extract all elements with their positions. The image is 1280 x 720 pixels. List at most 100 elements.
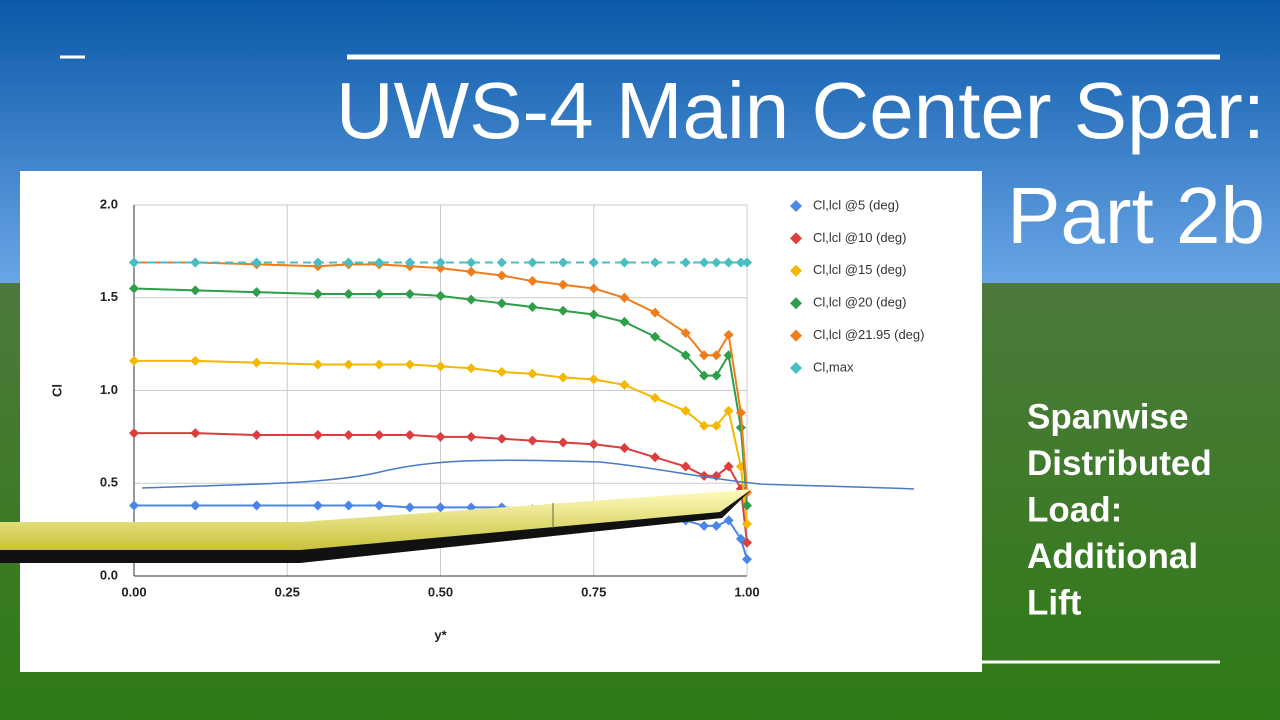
data-point bbox=[711, 370, 722, 381]
data-point bbox=[650, 307, 661, 318]
legend-marker bbox=[790, 264, 802, 277]
data-point bbox=[723, 515, 734, 526]
legend-label: Cl,lcl @21.95 (deg) bbox=[813, 327, 924, 342]
data-point bbox=[558, 257, 569, 268]
data-point bbox=[588, 374, 599, 385]
slide-title: UWS-4 Main Center Spar: bbox=[336, 66, 1265, 155]
data-point bbox=[435, 290, 446, 301]
data-point bbox=[129, 257, 139, 268]
legend-label: Cl,lcl @20 (deg) bbox=[813, 295, 906, 310]
data-point bbox=[742, 554, 752, 565]
data-point bbox=[466, 266, 477, 277]
data-point bbox=[699, 420, 710, 431]
data-point bbox=[435, 431, 446, 442]
data-point bbox=[558, 279, 569, 290]
data-point bbox=[619, 292, 630, 303]
data-point bbox=[558, 437, 569, 448]
legend-marker bbox=[790, 329, 802, 342]
data-point bbox=[699, 350, 710, 361]
data-point bbox=[404, 359, 415, 370]
side-text-line: Spanwise bbox=[1027, 397, 1188, 436]
data-point bbox=[735, 422, 746, 433]
data-point bbox=[619, 379, 630, 390]
data-point bbox=[650, 331, 661, 342]
data-point bbox=[343, 289, 354, 300]
x-tick-label: 0.75 bbox=[581, 584, 606, 599]
data-point bbox=[129, 355, 139, 366]
y-tick-label: 0.5 bbox=[100, 475, 118, 490]
data-point bbox=[588, 309, 599, 320]
data-point bbox=[650, 257, 661, 268]
data-point bbox=[619, 443, 630, 454]
data-point bbox=[129, 283, 139, 294]
data-point bbox=[312, 500, 323, 511]
data-point bbox=[343, 500, 354, 511]
data-point bbox=[723, 257, 734, 268]
data-point bbox=[343, 257, 354, 268]
data-point bbox=[588, 439, 599, 450]
data-point bbox=[619, 316, 630, 327]
data-point bbox=[312, 257, 323, 268]
legend-marker bbox=[790, 297, 802, 310]
y-axis-label: Cl bbox=[49, 384, 64, 397]
data-point bbox=[723, 405, 734, 416]
data-point bbox=[496, 433, 507, 444]
data-point bbox=[711, 520, 722, 531]
data-point bbox=[735, 257, 746, 268]
legend-marker bbox=[790, 200, 802, 212]
legend-label: Cl,lcl @10 (deg) bbox=[813, 230, 906, 245]
data-point bbox=[680, 461, 691, 472]
wing-overlay bbox=[0, 459, 915, 563]
data-point bbox=[251, 357, 262, 368]
data-point bbox=[680, 350, 691, 361]
data-point bbox=[466, 431, 477, 442]
data-point bbox=[435, 257, 446, 268]
data-point bbox=[374, 289, 385, 300]
wing-top bbox=[0, 489, 752, 550]
data-point bbox=[527, 368, 538, 379]
data-point bbox=[312, 289, 323, 300]
data-point bbox=[742, 500, 752, 511]
data-point bbox=[251, 430, 262, 441]
data-point bbox=[343, 359, 354, 370]
data-point bbox=[650, 392, 661, 403]
data-point bbox=[190, 428, 201, 439]
data-point bbox=[558, 305, 569, 316]
data-point bbox=[711, 350, 722, 361]
data-point bbox=[527, 257, 538, 268]
slide-subtitle: Part 2b bbox=[1007, 171, 1265, 260]
data-point bbox=[527, 302, 538, 313]
data-point bbox=[312, 430, 323, 441]
x-tick-label: 0.00 bbox=[121, 584, 146, 599]
data-point bbox=[588, 283, 599, 294]
load-curve bbox=[141, 459, 915, 490]
data-point bbox=[404, 502, 415, 513]
data-point bbox=[558, 372, 569, 383]
data-point bbox=[343, 430, 354, 441]
data-point bbox=[190, 355, 201, 366]
data-point bbox=[435, 502, 446, 513]
data-point bbox=[496, 270, 507, 281]
legend-label: Cl,lcl @15 (deg) bbox=[813, 262, 906, 277]
data-point bbox=[251, 257, 262, 268]
data-point bbox=[404, 289, 415, 300]
data-point bbox=[650, 452, 661, 463]
side-text-line: Load: bbox=[1027, 490, 1122, 529]
chart-panel bbox=[20, 171, 982, 672]
data-point bbox=[190, 500, 201, 511]
data-point bbox=[742, 537, 752, 548]
data-point bbox=[374, 359, 385, 370]
side-text: Spanwise Distributed Load: Additional Lift bbox=[1027, 397, 1212, 622]
data-point bbox=[680, 405, 691, 416]
data-point bbox=[723, 461, 734, 472]
data-point bbox=[435, 263, 446, 274]
side-text-line: Additional bbox=[1027, 537, 1198, 576]
x-tick-label: 0.25 bbox=[275, 584, 300, 599]
data-point bbox=[742, 519, 752, 530]
chart: 0.0 0.5 1.0 1.5 2.0 0.00 0.25 0.50 0.75 1.00 y* Cl C… bbox=[49, 196, 924, 642]
data-point bbox=[466, 363, 477, 374]
legend-marker bbox=[790, 232, 802, 245]
data-point bbox=[735, 407, 746, 418]
y-tick-label: 1.5 bbox=[100, 289, 118, 304]
